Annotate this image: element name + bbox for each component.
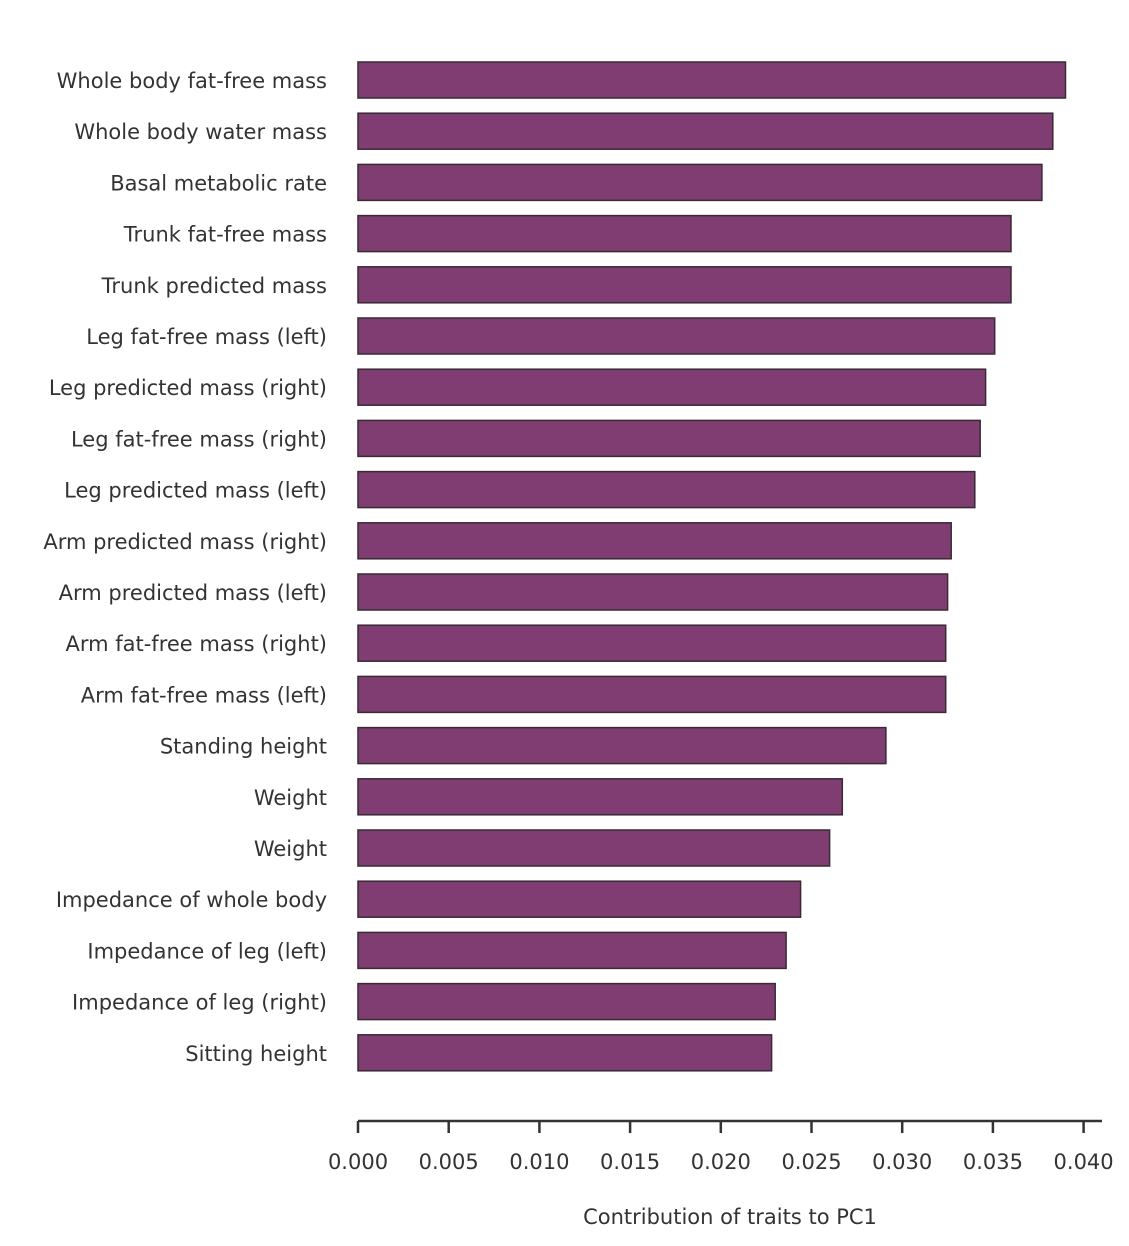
- category-label: Leg fat-free mass (left): [86, 325, 327, 349]
- bar: [357, 726, 887, 765]
- bar: [357, 317, 996, 355]
- category-label: Sitting height: [185, 1042, 327, 1066]
- category-label: Basal metabolic rate: [110, 171, 327, 195]
- category-label: Impedance of leg (left): [87, 939, 327, 963]
- bar: [357, 266, 1012, 304]
- bar: [357, 163, 1043, 202]
- x-tick-label: 0.035: [963, 1150, 1023, 1174]
- bars-layer: [357, 61, 1067, 1072]
- category-label: Arm predicted mass (left): [59, 581, 327, 605]
- bar: [357, 368, 987, 406]
- bar: [357, 778, 844, 816]
- x-axis-ticks: 0.000 0.005 0.010 0.015 0.020 0.025 0.030 0.035…: [328, 1121, 1114, 1174]
- category-label: Trunk predicted mass: [101, 274, 327, 298]
- category-label: Whole body fat-free mass: [57, 69, 327, 93]
- category-label: Weight: [254, 837, 327, 861]
- x-tick-label: 0.025: [781, 1150, 841, 1174]
- bar: [357, 829, 831, 867]
- bar: [357, 470, 976, 509]
- bar: [357, 522, 952, 560]
- bar: [357, 112, 1054, 150]
- category-label: Whole body water mass: [74, 120, 327, 144]
- bar: [357, 573, 949, 611]
- bar: [357, 419, 981, 458]
- bar: [357, 675, 947, 714]
- bar: [357, 214, 1012, 253]
- category-label: Trunk fat-free mass: [123, 223, 327, 247]
- bar: [357, 880, 802, 918]
- bar: [357, 982, 776, 1021]
- category-label: Arm predicted mass (right): [43, 530, 327, 554]
- category-label: Impedance of whole body: [56, 888, 327, 912]
- x-tick-label: 0.030: [872, 1150, 932, 1174]
- bar: [357, 624, 947, 662]
- category-label: Impedance of leg (right): [72, 991, 327, 1015]
- bar: [357, 931, 787, 970]
- category-label: Weight: [254, 786, 327, 810]
- x-tick-label: 0.015: [600, 1150, 660, 1174]
- bar: [357, 61, 1067, 99]
- x-tick-label: 0.040: [1054, 1150, 1114, 1174]
- x-tick-label: 0.010: [509, 1150, 569, 1174]
- bar: [357, 1034, 773, 1072]
- x-tick-label: 0.000: [328, 1150, 388, 1174]
- x-tick-label: 0.020: [691, 1150, 751, 1174]
- category-label: Leg predicted mass (right): [49, 376, 327, 400]
- category-label: Leg fat-free mass (right): [71, 427, 327, 451]
- category-label: Arm fat-free mass (right): [65, 632, 327, 656]
- x-tick-label: 0.005: [419, 1150, 479, 1174]
- category-labels: Whole body fat-free mass Whole body water…: [43, 69, 327, 1066]
- category-label: Arm fat-free mass (left): [81, 683, 327, 707]
- category-label: Standing height: [160, 735, 327, 759]
- x-axis-title: Contribution of traits to PC1: [583, 1205, 877, 1229]
- x-axis: 0.000 0.005 0.010 0.015 0.020 0.025 0.030 0.035…: [328, 1119, 1114, 1174]
- category-label: Leg predicted mass (left): [64, 479, 327, 503]
